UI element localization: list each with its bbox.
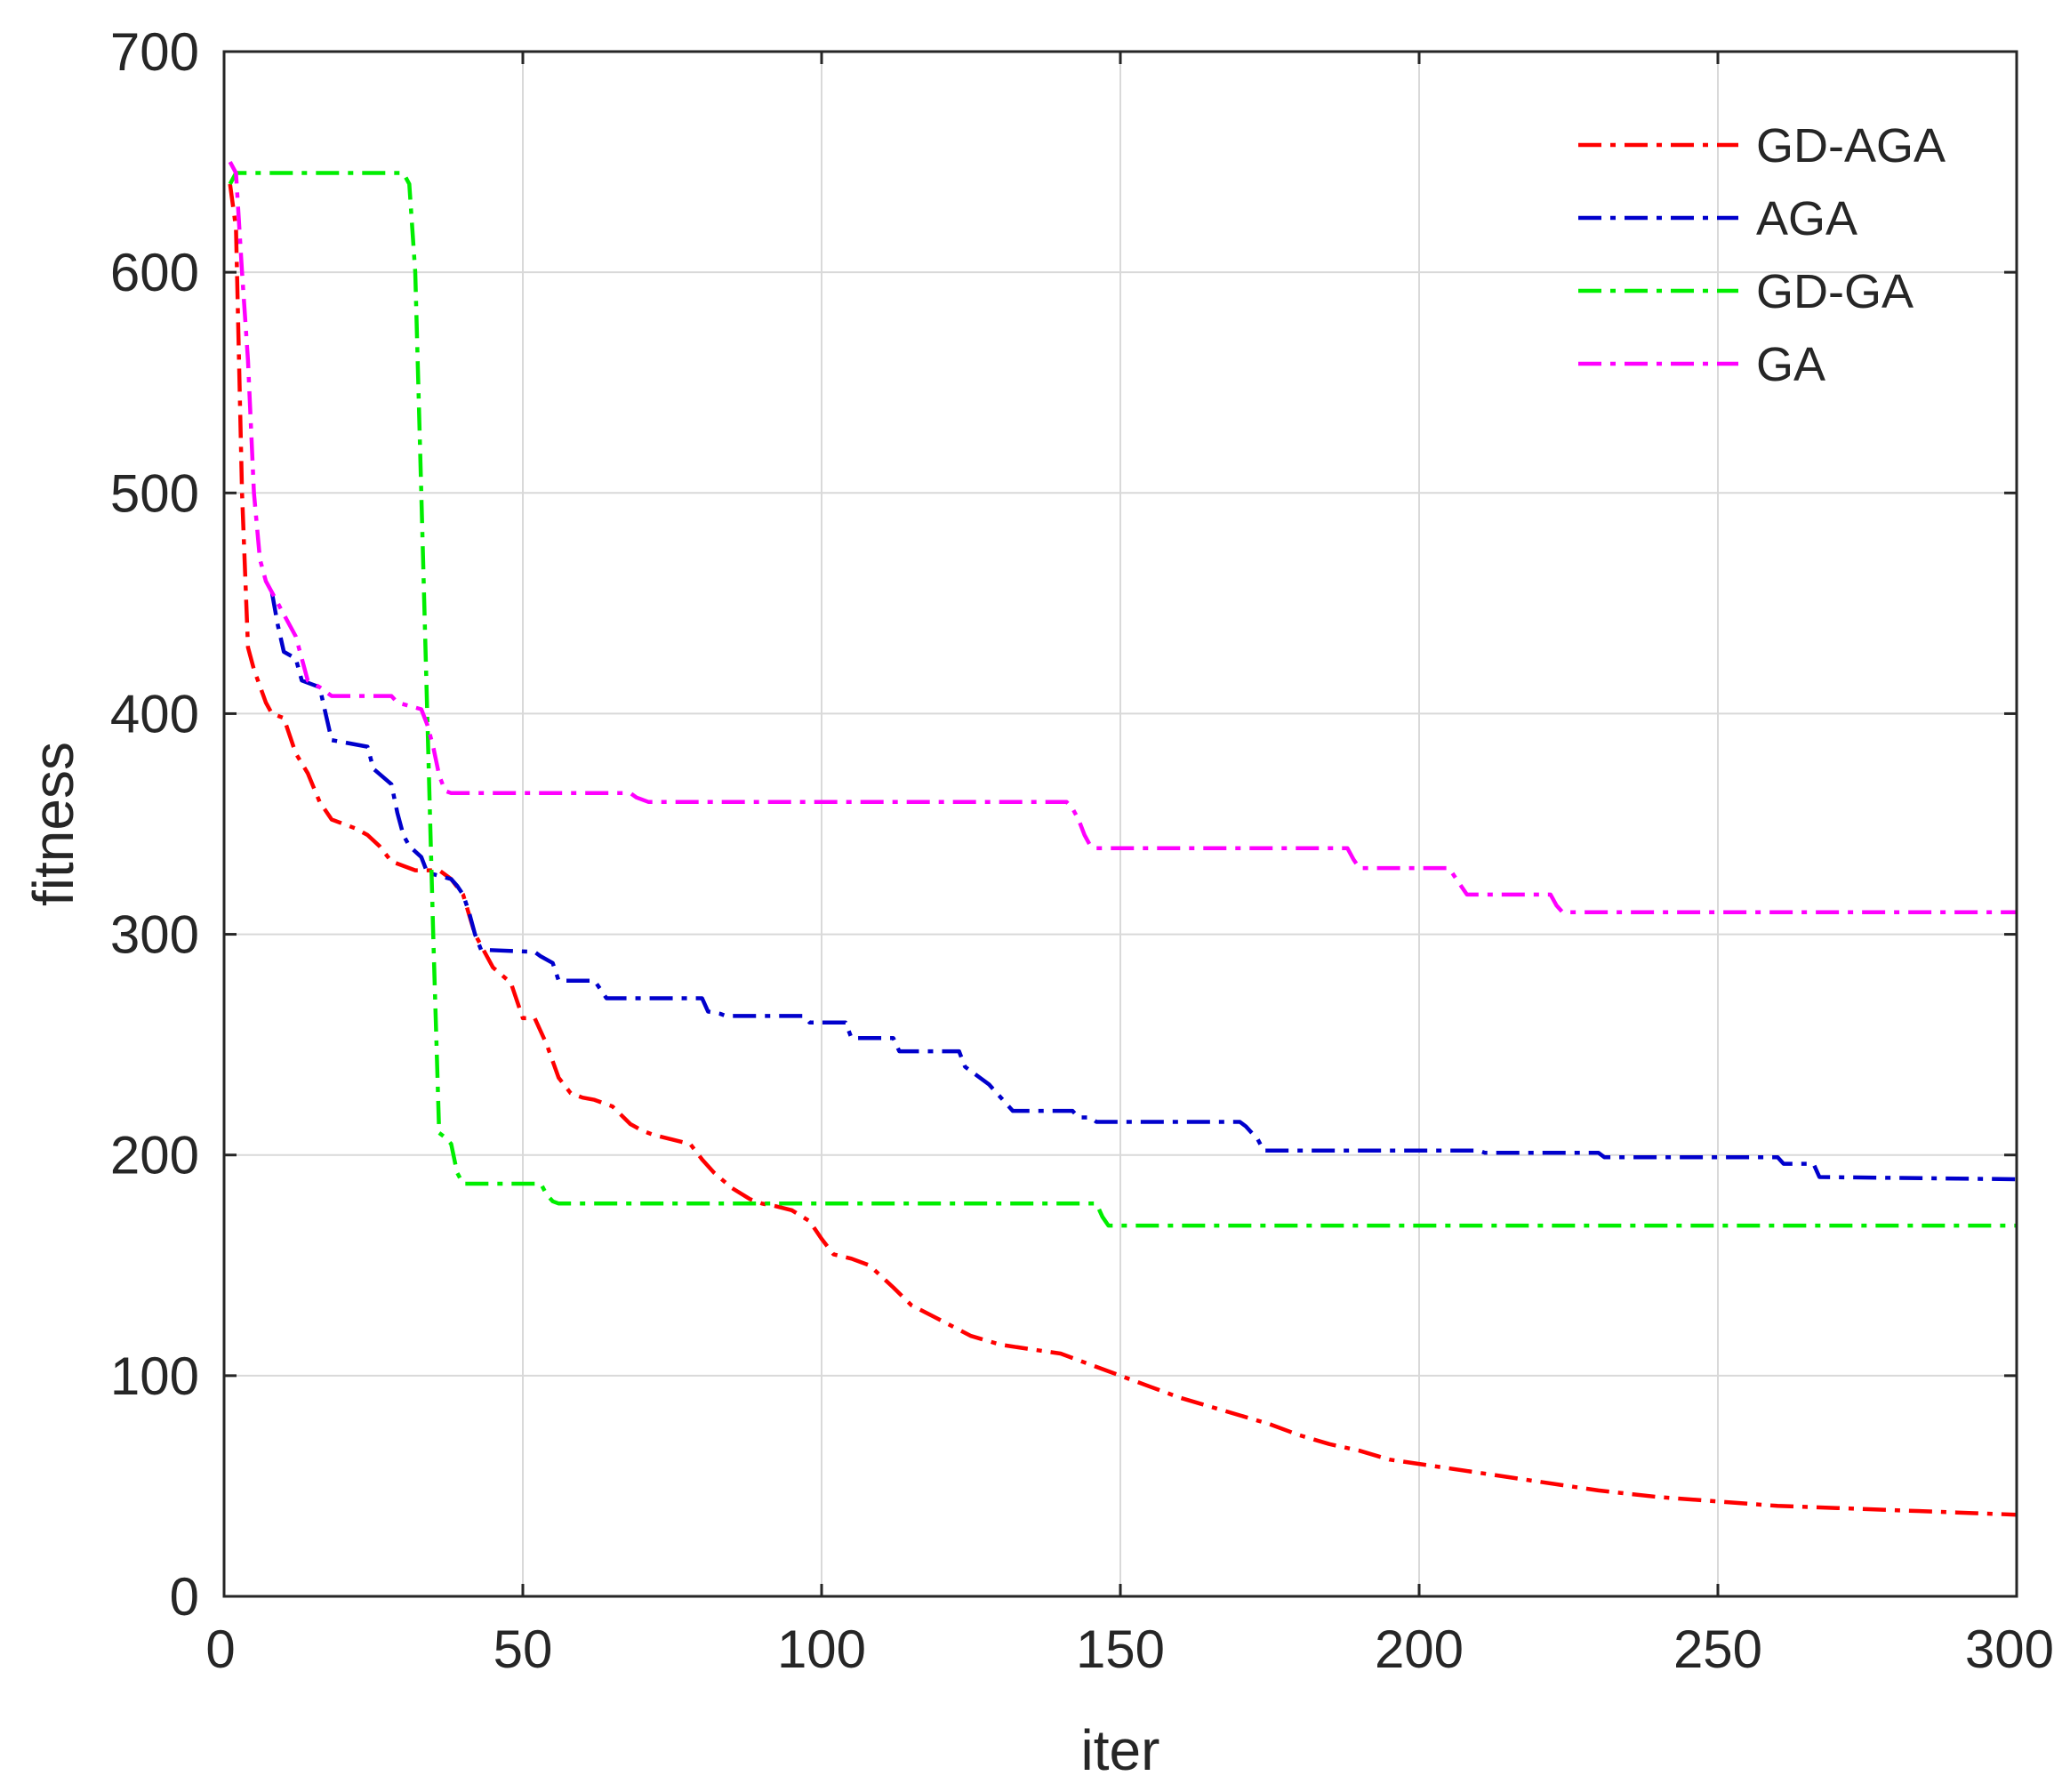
series-lines xyxy=(228,161,2018,1517)
y-tick-label: 200 xyxy=(110,1126,199,1185)
y-tick-label: 400 xyxy=(110,684,199,743)
x-tick-label: 250 xyxy=(1673,1619,1762,1679)
x-tick-label: 200 xyxy=(1375,1619,1464,1679)
series-line-gd-aga xyxy=(228,183,2018,1517)
legend: GD-AGA AGA GD-GA GA xyxy=(1578,119,1946,391)
x-tick-label: 0 xyxy=(205,1619,235,1679)
y-axis-label: fitness xyxy=(21,742,85,906)
grid xyxy=(224,52,2017,1596)
legend-label: GA xyxy=(1756,338,1825,391)
x-tick-label: 100 xyxy=(777,1619,866,1679)
y-tick-label: 700 xyxy=(110,22,199,82)
legend-label: GD-AGA xyxy=(1756,119,1946,173)
x-axis-label: iter xyxy=(1081,1718,1160,1782)
y-tick-label: 600 xyxy=(110,243,199,302)
legend-label: GD-GA xyxy=(1756,265,1914,318)
y-tick-label: 300 xyxy=(110,905,199,965)
y-tick-label: 500 xyxy=(110,463,199,523)
legend-label: AGA xyxy=(1756,192,1857,245)
x-tick-label: 50 xyxy=(493,1619,553,1679)
series-line-ga xyxy=(228,161,2017,915)
x-tick-label: 150 xyxy=(1076,1619,1165,1679)
y-tick-label: 100 xyxy=(110,1346,199,1406)
x-tick-label: 300 xyxy=(1965,1619,2054,1679)
axis-ticks: 0 50 100 150 200 250 300 0 100 200 300 400 500 600 700 xyxy=(110,22,2054,1679)
y-tick-label: 0 xyxy=(170,1567,199,1627)
series-line-gd-ga xyxy=(228,171,2017,1228)
